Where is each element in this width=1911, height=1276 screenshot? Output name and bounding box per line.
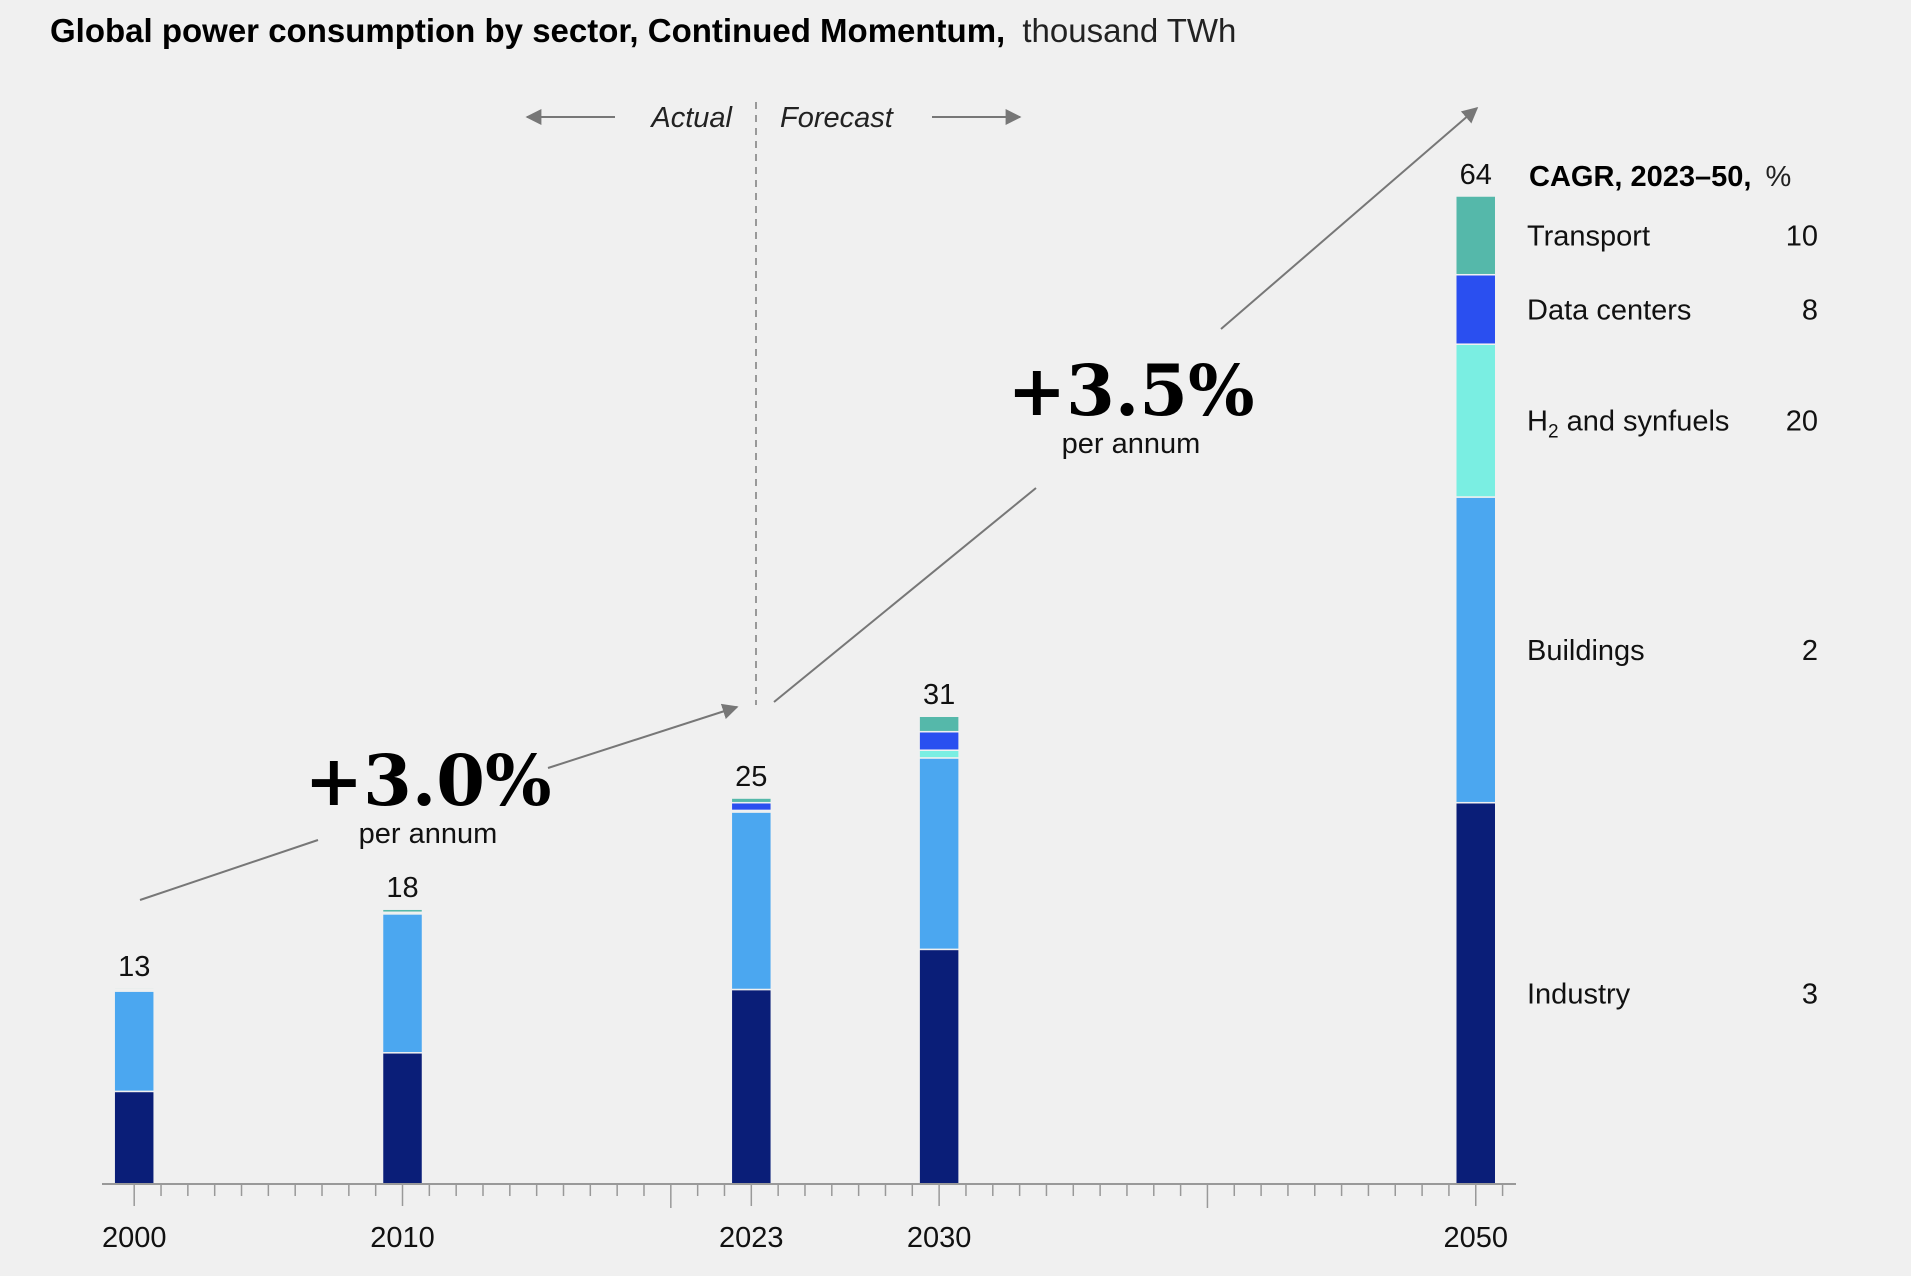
growth-arrow-1 xyxy=(547,703,739,769)
bar-2010-buildings xyxy=(381,913,424,1054)
x-axis-tick-labels: 2000 2010 2023 2030 2050 xyxy=(102,1222,1508,1254)
legend-value-industry: 3 xyxy=(1802,978,1818,1010)
chart-title: Global power consumption by sector, Cont… xyxy=(50,12,1236,49)
bar-2030-transport xyxy=(918,715,960,733)
legend-label-buildings: Buildings xyxy=(1527,635,1645,667)
bar-2000-transport xyxy=(113,987,155,991)
legend-label-h2-and-synfuels: H2 and synfuels xyxy=(1527,406,1729,443)
tick-label-2010: 2010 xyxy=(370,1222,435,1254)
legend-value-data-centers: 8 xyxy=(1802,294,1818,326)
legend-label-industry: Industry xyxy=(1527,978,1631,1010)
total-label-2023: 25 xyxy=(735,761,767,793)
bar-2023-data-centers xyxy=(730,801,773,812)
bar-2000-industry xyxy=(113,1090,155,1185)
legend-value-buildings: 2 xyxy=(1802,635,1818,667)
bar-2050-buildings xyxy=(1455,496,1497,804)
growth-rate-forecast: +3.5% xyxy=(1008,349,1255,432)
legend-group: Industry 3 Buildings 2 H2 and synfuels 20 Data… xyxy=(1527,220,1818,1010)
bar-2010-industry xyxy=(381,1052,424,1185)
bar-2030-buildings xyxy=(918,757,960,951)
total-label-2000: 13 xyxy=(118,951,150,983)
growth-line-1-left xyxy=(139,839,319,901)
bar-2050-h2-and-synfuels xyxy=(1455,343,1497,498)
totals-group: 13 18 25 31 64 xyxy=(118,159,1492,983)
tick-label-2050: 2050 xyxy=(1443,1222,1508,1254)
x-axis-ticks xyxy=(133,1184,1504,1208)
total-label-2010: 18 xyxy=(386,872,418,904)
bar-2030-industry xyxy=(918,948,960,1185)
total-label-2050: 64 xyxy=(1460,159,1492,191)
bar-2050-data-centers xyxy=(1455,273,1497,345)
legend-value-h2-and-synfuels: 20 xyxy=(1786,406,1818,438)
actual-label: Actual xyxy=(649,102,733,134)
bar-2050-transport xyxy=(1455,195,1497,276)
growth-rate-historical: +3.0% xyxy=(305,739,552,822)
legend-label-transport: Transport xyxy=(1527,220,1650,252)
chart-title-unit: thousand TWh xyxy=(1022,12,1236,49)
bar-2023-buildings xyxy=(730,811,773,991)
tick-label-2030: 2030 xyxy=(907,1222,972,1254)
total-label-2030: 31 xyxy=(923,679,955,711)
legend-value-transport: 10 xyxy=(1786,220,1818,252)
legend-title-text: CAGR, 2023–50, xyxy=(1529,161,1751,193)
legend-label-data-centers: Data centers xyxy=(1527,294,1691,326)
bar-2000-buildings xyxy=(113,990,155,1093)
bar-2030-h2-and-synfuels xyxy=(918,749,960,759)
legend-title-unit: % xyxy=(1766,161,1792,193)
bar-2010-transport xyxy=(381,908,424,914)
tick-label-2023: 2023 xyxy=(719,1222,784,1254)
forecast-label: Forecast xyxy=(780,102,895,134)
bars-group xyxy=(113,195,1497,1185)
bar-2050-industry xyxy=(1455,801,1497,1185)
growth-rate-historical-label: per annum xyxy=(359,818,498,850)
bar-2023-industry xyxy=(730,988,773,1185)
growth-rate-forecast-label: per annum xyxy=(1062,428,1201,460)
bar-2023-transport xyxy=(730,797,773,804)
tick-label-2000: 2000 xyxy=(102,1222,167,1254)
growth-line-2-left xyxy=(773,487,1037,703)
bar-2030-data-centers xyxy=(918,730,960,751)
growth-arrow-2 xyxy=(1220,106,1479,330)
legend-title: CAGR, 2023–50, % xyxy=(1529,161,1791,193)
chart-title-main: Global power consumption by sector, Cont… xyxy=(50,12,1005,49)
